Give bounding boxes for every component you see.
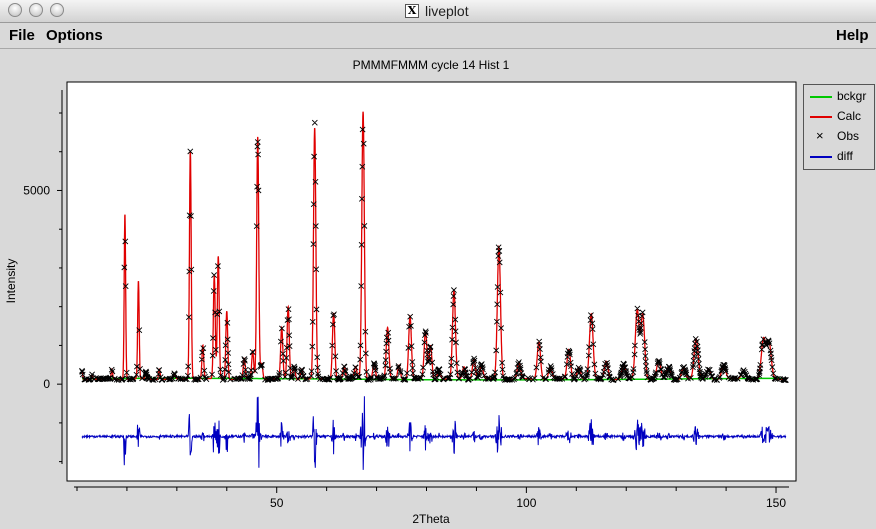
legend-label-calc: Calc xyxy=(837,109,862,123)
legend-label-bckgr: bckgr xyxy=(837,89,867,103)
legend-item-diff: diff xyxy=(804,147,874,167)
x-axis: 50 100 150 xyxy=(74,486,789,510)
legend-label-diff: diff xyxy=(837,149,853,163)
diff-line xyxy=(81,396,787,470)
y-axis: 0 5000 xyxy=(23,90,63,464)
legend-item-bckgr: bckgr xyxy=(804,87,874,107)
legend-item-calc: Calc xyxy=(804,107,874,127)
x11-logo-icon: X xyxy=(405,4,419,18)
zoom-window-button[interactable] xyxy=(50,3,64,17)
y-tick-label: 0 xyxy=(43,377,50,391)
y-tick-label: 5000 xyxy=(23,183,50,197)
legend-item-obs: × Obs xyxy=(804,127,874,147)
legend-swatch-diff xyxy=(810,156,832,158)
obs-markers xyxy=(79,119,789,384)
main-plot-frame xyxy=(66,81,797,482)
legend-swatch-calc xyxy=(810,116,832,118)
x-tick-label: 100 xyxy=(516,496,536,510)
legend-swatch-bckgr xyxy=(810,96,832,98)
menu-options[interactable]: Options xyxy=(46,27,103,44)
x-tick-label: 50 xyxy=(270,496,284,510)
legend-marker-obs-icon: × xyxy=(816,128,824,143)
title-bar: X liveplot xyxy=(0,0,876,23)
series-layer xyxy=(79,111,789,470)
chart-title: PMMMFMMM cycle 14 Hist 1 xyxy=(353,58,510,72)
menu-bar: File Options Help xyxy=(0,23,876,49)
menu-help[interactable]: Help xyxy=(836,27,869,44)
x-axis-label: 2Theta xyxy=(412,512,450,526)
legend-label-obs: Obs xyxy=(837,129,860,143)
menu-file[interactable]: File xyxy=(9,27,35,44)
close-window-button[interactable] xyxy=(8,3,22,17)
x-tick-label: 150 xyxy=(766,496,786,510)
legend: bckgr Calc × Obs diff xyxy=(803,84,875,170)
minimize-window-button[interactable] xyxy=(29,3,43,17)
window-title: liveplot xyxy=(425,3,469,19)
y-axis-label: Intensity xyxy=(4,259,18,304)
